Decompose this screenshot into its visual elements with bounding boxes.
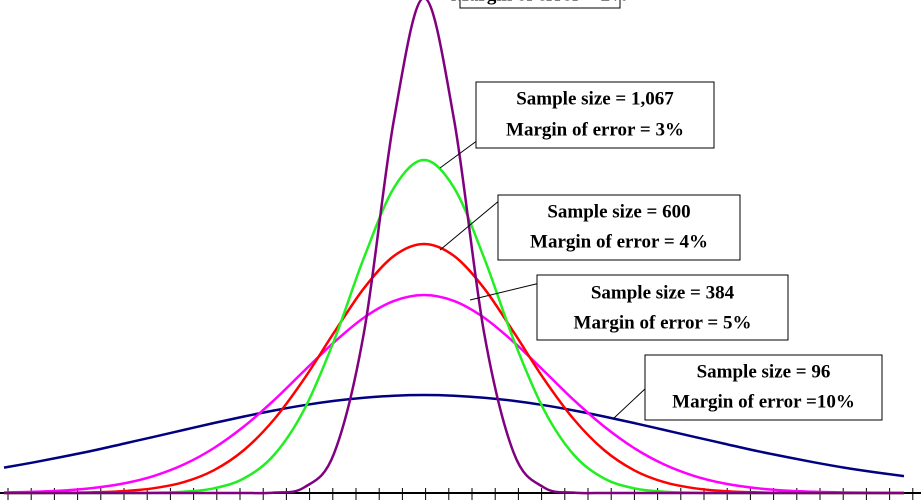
annotation-text: Sample size = 600 bbox=[547, 201, 690, 222]
annotation-box bbox=[644, 354, 883, 421]
annotation-text: Margin of error = 4% bbox=[530, 231, 708, 252]
annotation-text: Margin of error = 2% bbox=[451, 0, 629, 5]
leader-line bbox=[469, 282, 541, 301]
annotation-text: Margin of error = 5% bbox=[574, 312, 752, 333]
annotation-box bbox=[536, 274, 789, 341]
annotation-box bbox=[475, 81, 715, 149]
leader-line bbox=[439, 199, 501, 251]
annotation-text: Sample size = 96 bbox=[697, 361, 831, 382]
curve bbox=[3, 0, 904, 495]
annotation-text: Margin of error =10% bbox=[672, 391, 855, 412]
annotation-box bbox=[459, 0, 621, 9]
annotation-text: Sample size = 384 bbox=[591, 282, 735, 303]
annotation-text: Sample size = 1,067 bbox=[516, 88, 674, 109]
curve bbox=[3, 393, 905, 478]
curve bbox=[3, 293, 905, 495]
annotation-text: Margin of error = 3% bbox=[506, 119, 684, 140]
leader-line bbox=[439, 139, 479, 169]
leader-line bbox=[613, 387, 647, 419]
annotation-box bbox=[497, 194, 741, 261]
